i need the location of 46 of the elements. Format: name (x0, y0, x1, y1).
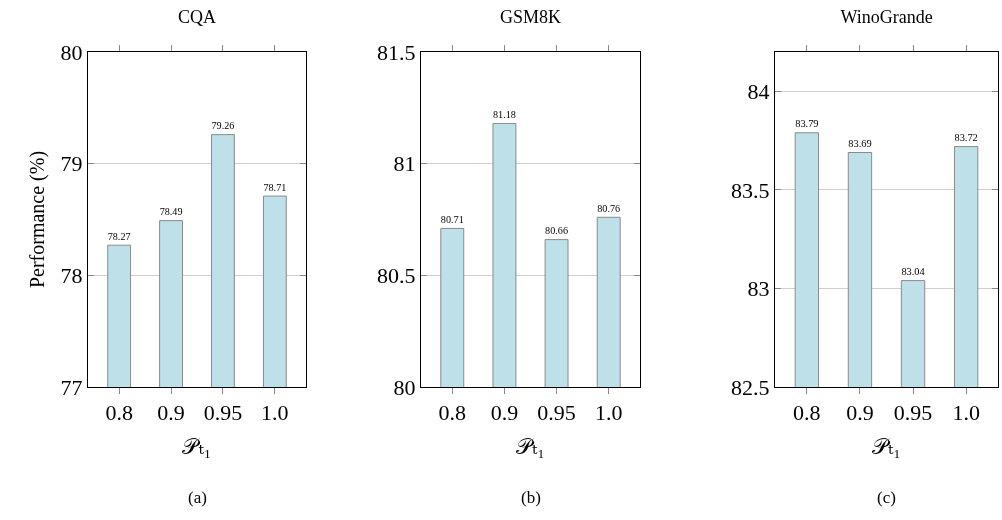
data-label: 83.79 (795, 118, 819, 130)
y-tick-label: 83.5 (731, 177, 770, 203)
data-label: 78.27 (107, 230, 131, 242)
y-tick-label: 80.5 (377, 263, 416, 289)
x-tick-label: 0.9 (490, 400, 519, 426)
data-label: 80.76 (597, 203, 621, 214)
x-tick-label: 0.8 (793, 400, 821, 426)
x-tick-label: 0.95 (537, 400, 576, 426)
x-tick-label: 1.0 (594, 400, 623, 426)
x-tick-label: 0.9 (157, 400, 185, 426)
text: (c) (877, 488, 896, 507)
x-tick-label: 0.8 (105, 400, 133, 426)
y-tick-label: 77 (60, 374, 83, 400)
chart-title: CQA (177, 7, 217, 28)
x-tick-label: 0.8 (438, 400, 467, 426)
text: (b) (521, 488, 541, 507)
y-tick-label: 82.5 (731, 374, 770, 400)
x-tick-label: 0.9 (846, 400, 874, 426)
y-tick-label: 84 (747, 79, 770, 105)
data-label: 81.18 (492, 109, 516, 121)
data-label: 78.49 (159, 206, 183, 218)
y-tick-label: 81 (393, 151, 416, 177)
x-tick-label: 0.95 (893, 400, 933, 426)
data-label: 78.71 (263, 181, 287, 193)
chart-title: WinoGrande (840, 7, 933, 28)
x-axis-title: 𝒫ₜ₁ (182, 434, 212, 460)
data-label: 83.72 (954, 132, 978, 144)
y-tick-label: 80 (60, 39, 83, 65)
data-label: 83.04 (901, 266, 926, 278)
y-tick-label: 81.5 (377, 39, 416, 65)
data-label: 83.69 (848, 138, 872, 150)
y-tick-label: 79 (60, 151, 83, 177)
x-axis-title: 𝒫ₜ₁ (871, 434, 902, 460)
data-label: 80.66 (545, 225, 569, 237)
y-tick-label: 78 (60, 263, 83, 289)
y-axis-title: Performance (%) (26, 150, 50, 289)
chart-title: GSM8K (499, 7, 562, 28)
data-label: 79.26 (211, 120, 235, 132)
x-tick-label: 1.0 (261, 400, 289, 426)
x-tick-label: 0.95 (203, 400, 243, 426)
y-tick-label: 83 (747, 276, 770, 302)
text: (a) (188, 488, 207, 507)
x-axis-title: 𝒫ₜ₁ (515, 434, 546, 460)
x-tick-label: 1.0 (952, 400, 980, 426)
data-label: 80.71 (440, 214, 464, 226)
y-tick-label: 80 (393, 374, 416, 400)
